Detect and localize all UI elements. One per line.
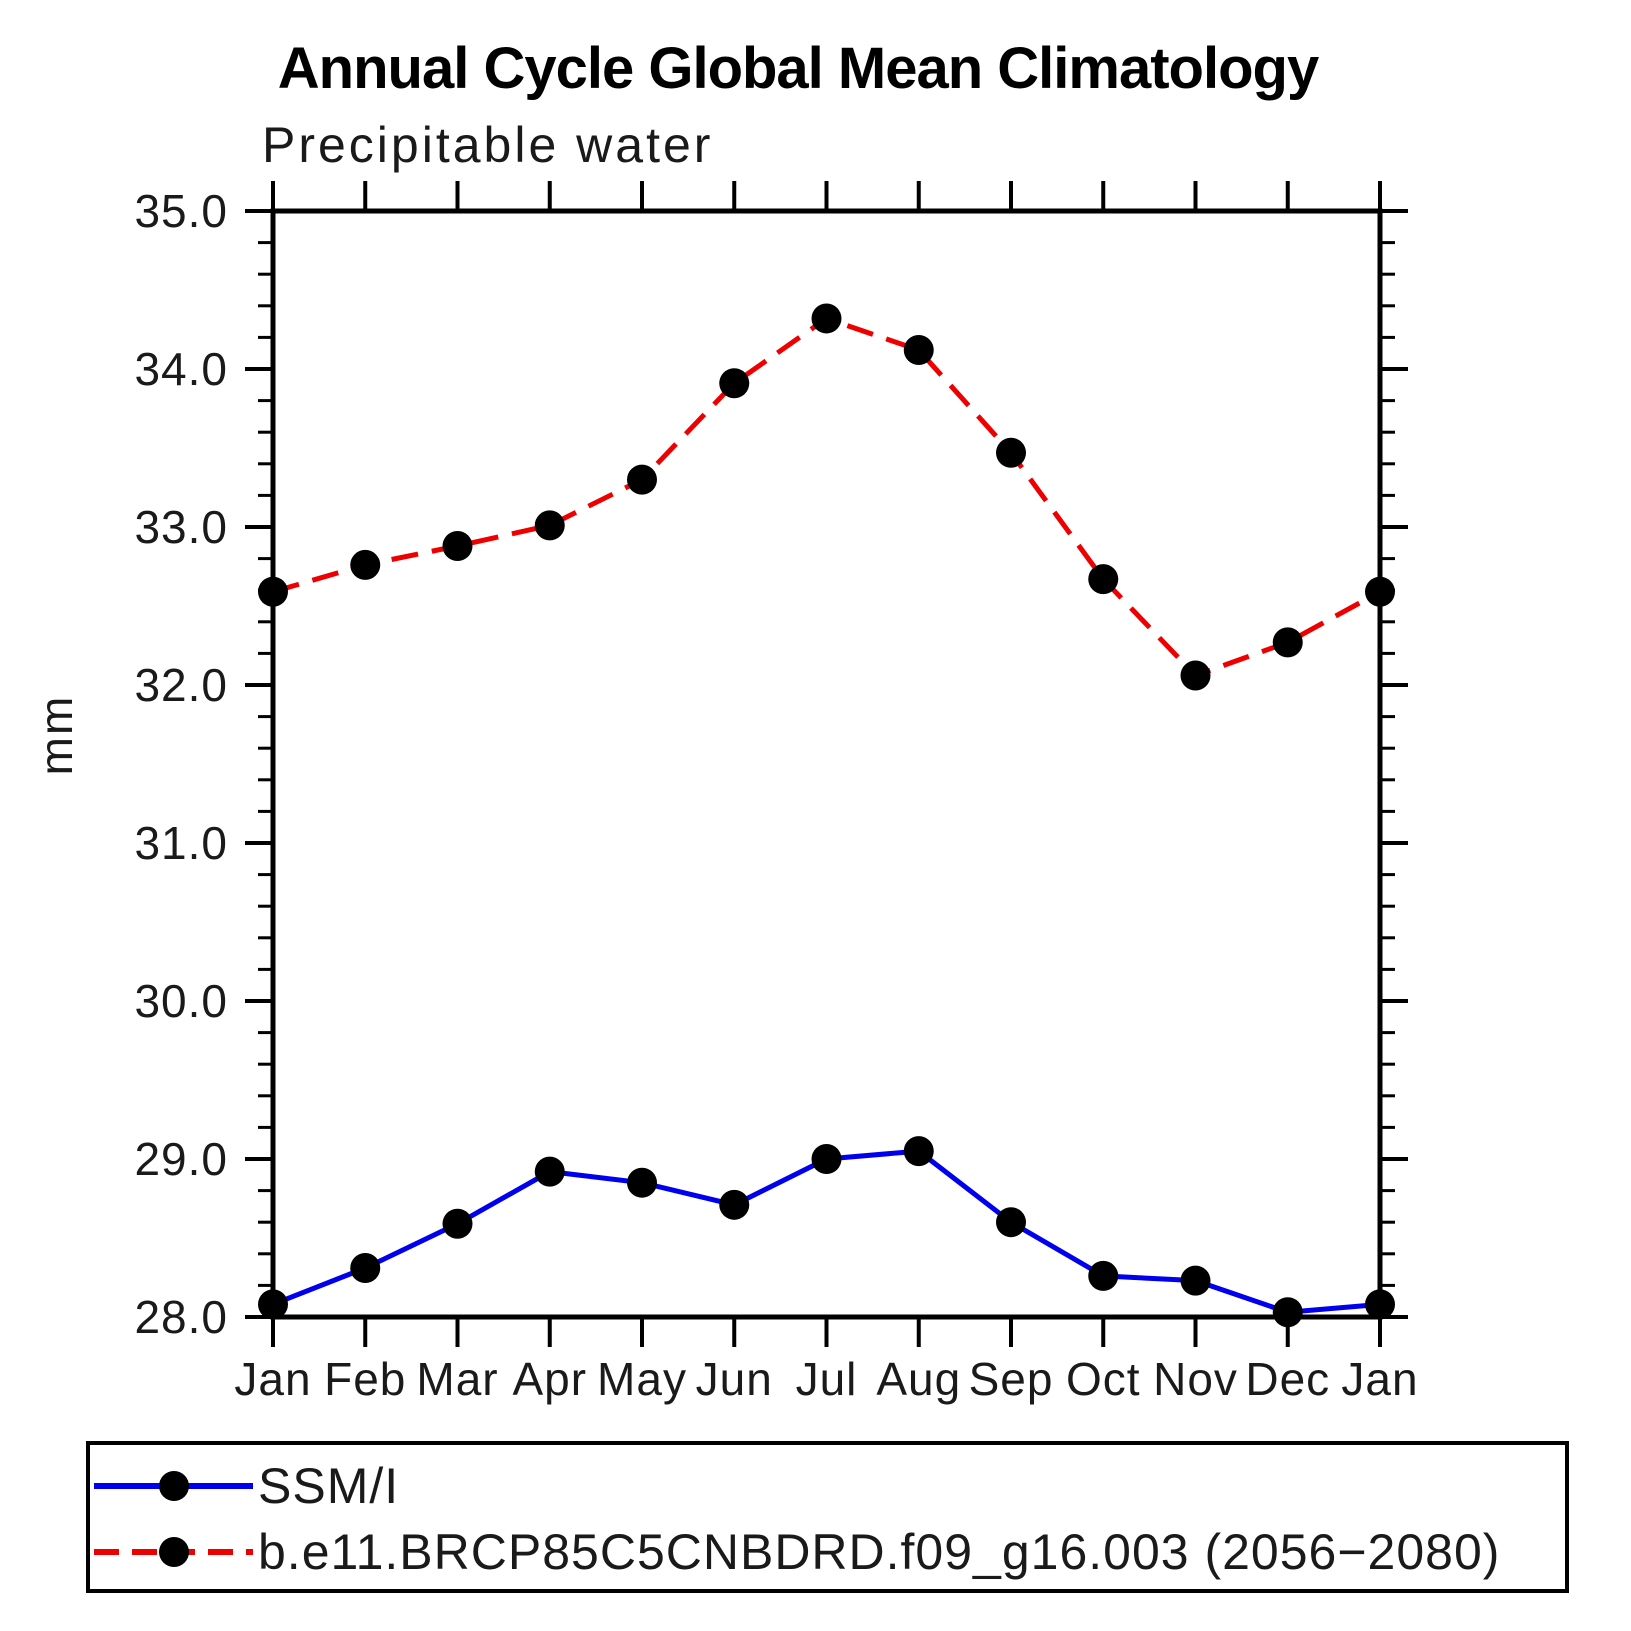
x-tick-label: Apr [512,1353,587,1405]
x-tick-label: May [597,1353,687,1405]
x-tick-label: Mar [416,1353,498,1405]
legend-marker-0 [159,1471,189,1501]
x-tick-label: Jan [1341,1353,1418,1405]
data-point [1365,1289,1395,1320]
data-point [811,303,842,334]
y-tick-label: 30.0 [134,975,228,1027]
data-point [350,1253,381,1284]
data-point [442,530,473,561]
chart-title: Annual Cycle Global Mean Climatology [278,36,1319,101]
x-tick-label: Jun [696,1353,773,1405]
data-point [903,335,934,366]
data-point [442,1208,473,1239]
legend-box [86,1441,1569,1593]
data-point [627,1167,657,1198]
y-tick-label: 34.0 [134,343,228,395]
data-point [534,1156,565,1187]
data-point [258,576,288,607]
x-tick-label: Oct [1066,1353,1141,1405]
data-series [258,303,1395,1328]
legend-label-1: b.e11.BRCP85C5CNBDRD.f09_g16.003 (2056−2… [258,1524,1500,1580]
data-point [1272,1297,1303,1328]
y-tick-label: 35.0 [134,185,228,237]
y-axis-label: mm [30,695,82,776]
y-tick-label: 33.0 [134,501,228,553]
data-point [1180,1265,1211,1296]
x-tick-label: Aug [876,1353,961,1405]
data-point [996,1207,1026,1238]
data-point [258,1289,288,1320]
series-line-0 [272,1148,1381,1315]
data-point [903,1136,934,1167]
y-tick-label: 28.0 [134,1291,228,1343]
series-line-1 [272,315,1382,679]
y-tick-label: 29.0 [134,1133,228,1185]
x-tick-label: Sep [969,1353,1054,1405]
legend-marker-1 [159,1537,189,1567]
data-point [1180,660,1211,691]
y-tick-label: 32.0 [134,659,228,711]
chart-subtitle: Precipitable water [262,117,713,173]
data-point [1088,1260,1119,1291]
data-point [811,1144,842,1174]
data-point [996,437,1026,468]
data-point [350,549,381,580]
legend-label-0: SSM/I [258,1458,399,1514]
x-tick-label: Nov [1153,1353,1238,1405]
data-point [719,1189,750,1220]
x-tick-label: Feb [324,1353,406,1405]
data-point [534,510,565,541]
y-tick-label: 31.0 [134,817,228,869]
data-point [719,368,750,399]
x-tick-label: Jul [796,1353,858,1405]
x-tick-label: Dec [1245,1353,1330,1405]
data-point [627,464,657,495]
data-point [1365,576,1395,607]
legend: SSM/I b.e11.BRCP85C5CNBDRD.f09_g16.003 (2… [86,1441,1569,1593]
data-point [1088,564,1119,595]
data-point [1272,627,1303,658]
x-tick-label: Jan [234,1353,311,1405]
